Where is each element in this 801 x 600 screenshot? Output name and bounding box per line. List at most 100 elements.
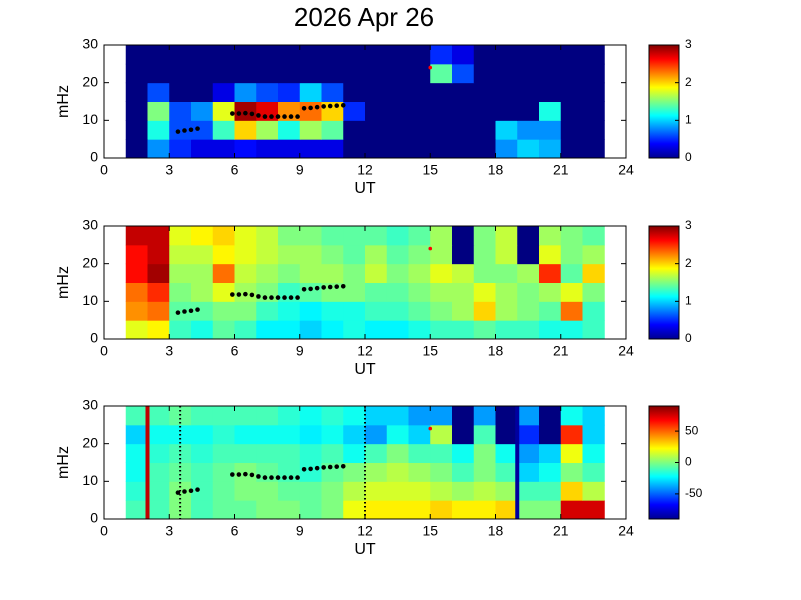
trace-point bbox=[327, 464, 333, 470]
heatmap-cell bbox=[408, 320, 431, 340]
heatmap-cell bbox=[386, 139, 409, 159]
trace-point bbox=[175, 129, 181, 134]
heatmap-cell bbox=[343, 462, 366, 482]
heatmap-cell bbox=[539, 244, 562, 265]
heatmap-cell bbox=[191, 244, 214, 265]
heatmap-cell bbox=[386, 462, 409, 482]
x-tick-label: 15 bbox=[422, 162, 438, 178]
heatmap-cell bbox=[343, 63, 366, 84]
heatmap-cell bbox=[147, 82, 170, 102]
heatmap-cell bbox=[473, 101, 496, 121]
heatmap-cell bbox=[234, 45, 257, 65]
heatmap-cell bbox=[125, 139, 148, 159]
heatmap-cell bbox=[256, 120, 279, 140]
heatmap-cell bbox=[408, 263, 431, 283]
heatmap-cell bbox=[256, 320, 279, 340]
trace-point bbox=[249, 292, 255, 298]
heatmap-cell bbox=[365, 120, 388, 140]
heatmap-cell bbox=[365, 301, 388, 321]
heatmap-cell bbox=[191, 282, 214, 302]
heatmap-cell bbox=[365, 462, 388, 482]
y-tick-label: 10 bbox=[82, 111, 98, 127]
heatmap-cell bbox=[299, 320, 322, 340]
heatmap-cell bbox=[582, 282, 605, 302]
heatmap-cell bbox=[495, 301, 518, 321]
trace-point bbox=[308, 466, 313, 472]
heatmap-cell bbox=[234, 320, 257, 340]
colorbar-tick-label: 0 bbox=[685, 150, 692, 164]
heatmap-cell bbox=[191, 82, 214, 102]
heatmap-cell bbox=[582, 120, 605, 140]
trace-point bbox=[321, 104, 326, 109]
heatmap-cell bbox=[125, 82, 148, 102]
heatmap-cell bbox=[169, 263, 192, 283]
heatmap-cell bbox=[517, 481, 540, 501]
heatmap-cell bbox=[408, 481, 431, 501]
heatmap-cell bbox=[539, 282, 562, 302]
heatmap-cell bbox=[234, 263, 257, 283]
heatmap-cell bbox=[452, 226, 475, 246]
heatmap-cell bbox=[212, 282, 235, 302]
heatmap-cell bbox=[256, 500, 279, 520]
heatmap-cell bbox=[430, 320, 453, 340]
heatmap-cell bbox=[473, 500, 496, 520]
x-tick-label: 6 bbox=[231, 343, 239, 359]
heatmap-cell bbox=[125, 63, 148, 84]
heatmap-cell bbox=[256, 82, 279, 102]
plot-area bbox=[125, 406, 605, 520]
colorbar bbox=[648, 225, 680, 340]
heatmap-cell bbox=[191, 226, 214, 246]
heatmap-cell bbox=[256, 282, 279, 302]
heatmap-cell bbox=[408, 301, 431, 321]
trace-point bbox=[308, 105, 313, 111]
heatmap-cell bbox=[582, 462, 605, 482]
heatmap-cell bbox=[278, 45, 301, 65]
trace-point bbox=[288, 475, 294, 480]
heatmap-cell bbox=[539, 101, 562, 121]
heatmap-cell bbox=[560, 320, 583, 340]
heatmap-cell bbox=[517, 443, 540, 463]
heatmap-cell bbox=[299, 282, 322, 302]
heatmap-cell bbox=[430, 500, 453, 520]
heatmap-cell bbox=[321, 500, 344, 520]
x-tick-label: 3 bbox=[165, 343, 173, 359]
heatmap-cell bbox=[278, 320, 301, 340]
x-tick-label: 21 bbox=[553, 343, 569, 359]
heatmap-cell bbox=[147, 500, 170, 520]
x-tick-label: 18 bbox=[488, 343, 504, 359]
trace-point bbox=[230, 472, 235, 477]
heatmap-cell bbox=[560, 226, 583, 246]
heatmap-cell bbox=[212, 443, 235, 463]
heatmap-cell bbox=[234, 244, 257, 265]
heatmap-cell bbox=[495, 45, 518, 65]
heatmap-cell bbox=[234, 406, 257, 426]
heatmap-cell bbox=[191, 301, 214, 321]
heatmap-cell bbox=[321, 443, 344, 463]
heatmap-cell bbox=[321, 82, 344, 102]
trace-point bbox=[301, 105, 307, 111]
heatmap-cell bbox=[430, 263, 453, 283]
heatmap-cell bbox=[560, 63, 583, 84]
heatmap-cell bbox=[582, 63, 605, 84]
x-tick-label: 3 bbox=[165, 523, 173, 539]
x-tick-label: 15 bbox=[422, 343, 438, 359]
heatmap-cell bbox=[365, 82, 388, 102]
heatmap-cell bbox=[386, 120, 409, 140]
heatmap-cell bbox=[582, 263, 605, 283]
heatmap-cell bbox=[191, 320, 214, 340]
heatmap-cell bbox=[386, 101, 409, 121]
heatmap-cell bbox=[386, 244, 409, 265]
heatmap-cell bbox=[452, 301, 475, 321]
heatmap-cell bbox=[517, 139, 540, 159]
heatmap-cell bbox=[343, 424, 366, 445]
heatmap-cell bbox=[582, 481, 605, 501]
heatmap-cell bbox=[321, 282, 344, 302]
heatmap-cell bbox=[212, 462, 235, 482]
heatmap-cell bbox=[430, 301, 453, 321]
heatmap-cell bbox=[539, 263, 562, 283]
heatmap-cell bbox=[299, 481, 322, 501]
heatmap-cell bbox=[452, 320, 475, 340]
heatmap-cell bbox=[234, 500, 257, 520]
heatmap-cell bbox=[582, 101, 605, 121]
heatmap-cell bbox=[495, 101, 518, 121]
